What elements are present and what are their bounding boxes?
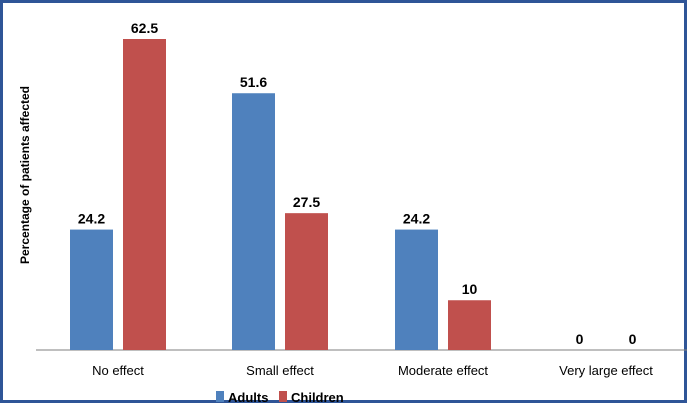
value-label-children-0: 62.5 xyxy=(131,20,158,36)
value-label-children-1: 27.5 xyxy=(293,194,320,210)
value-label-children-3: 0 xyxy=(629,331,637,347)
category-label-3: Very large effect xyxy=(559,363,653,378)
legend-label-children: Children xyxy=(291,390,344,405)
bar-children-2 xyxy=(448,300,491,350)
bar-adults-2 xyxy=(395,229,438,350)
legend: Adults Children xyxy=(216,390,344,405)
bar-adults-1 xyxy=(232,93,275,350)
value-label-adults-0: 24.2 xyxy=(78,211,105,227)
legend-swatch-adults xyxy=(216,391,224,402)
bar-children-1 xyxy=(285,213,328,350)
bars-group xyxy=(70,39,491,350)
legend-label-adults: Adults xyxy=(228,390,268,405)
category-labels-group: No effect Small effect Moderate effect Very… xyxy=(92,363,653,378)
y-axis-label: Percentage of patients affected xyxy=(18,86,32,264)
bar-children-0 xyxy=(123,39,166,350)
legend-swatch-children xyxy=(279,391,287,402)
value-label-children-2: 10 xyxy=(462,281,478,297)
value-label-adults-1: 51.6 xyxy=(240,74,267,90)
bar-adults-0 xyxy=(70,229,113,350)
value-label-adults-3: 0 xyxy=(576,331,584,347)
value-labels-group: 24.2 62.5 51.6 27.5 24.2 10 0 0 xyxy=(78,20,637,347)
category-label-2: Moderate effect xyxy=(398,363,488,378)
bar-chart: Percentage of patients affected 24.2 62.5… xyxy=(18,20,687,405)
value-label-adults-2: 24.2 xyxy=(403,211,430,227)
category-label-1: Small effect xyxy=(246,363,314,378)
category-label-0: No effect xyxy=(92,363,144,378)
